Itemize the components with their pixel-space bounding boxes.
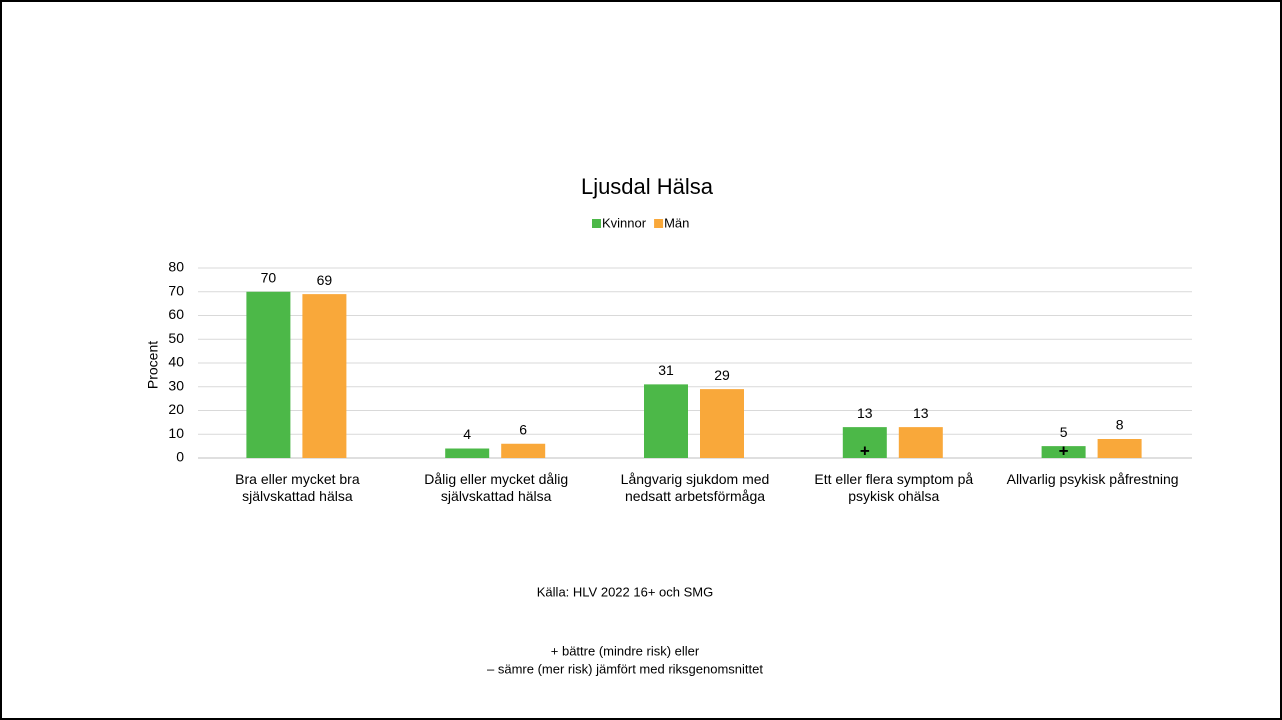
legend-swatch bbox=[654, 219, 664, 228]
data-label: 13 bbox=[857, 405, 873, 421]
source: Källa: HLV 2022 16+ och SMG bbox=[537, 584, 713, 599]
y-tick-label: 70 bbox=[168, 282, 184, 298]
legend-label: Kvinnor bbox=[602, 215, 647, 230]
chart-title: Ljusdal Hälsa bbox=[581, 174, 714, 199]
data-label: 5 bbox=[1060, 424, 1068, 440]
legend-swatch bbox=[592, 219, 601, 228]
note: + bättre (mindre risk) eller bbox=[551, 643, 700, 658]
bar bbox=[1041, 446, 1086, 458]
x-tick-label: Långvarig sjukdom med nedsatt arbetsförm… bbox=[620, 471, 770, 504]
bar bbox=[246, 291, 291, 458]
y-tick-label: 50 bbox=[168, 330, 184, 346]
x-tick-label: Ett eller flera symptom på psykisk ohäls… bbox=[814, 471, 974, 504]
bar bbox=[842, 427, 887, 458]
y-tick-label: 60 bbox=[168, 306, 184, 322]
data-label: 69 bbox=[317, 272, 333, 288]
bar bbox=[644, 384, 688, 458]
data-label: 70 bbox=[261, 269, 277, 285]
data-label: 13 bbox=[913, 405, 929, 421]
bar bbox=[898, 427, 943, 458]
bar bbox=[501, 443, 546, 458]
bar bbox=[1097, 439, 1142, 458]
data-label: 29 bbox=[714, 367, 730, 383]
significance-marker: + bbox=[1059, 441, 1069, 460]
y-tick-label: 10 bbox=[168, 425, 184, 441]
y-tick-label: 80 bbox=[168, 259, 184, 275]
bar bbox=[302, 294, 347, 458]
y-tick-label: 40 bbox=[168, 354, 184, 370]
x-tick-label: Bra eller mycket bra självskattad hälsa bbox=[235, 471, 360, 504]
data-label: 31 bbox=[658, 362, 674, 378]
x-tick-label: Dålig eller mycket dålig självskattad hä… bbox=[424, 471, 569, 504]
data-label: 6 bbox=[519, 421, 527, 437]
note: – sämre (mer risk) jämfört med riksgenom… bbox=[487, 661, 763, 676]
x-tick-label: Allvarlig psykisk påfrestning bbox=[1006, 471, 1179, 487]
y-axis-label: Procent bbox=[145, 341, 161, 389]
data-label: 8 bbox=[1116, 417, 1124, 433]
significance-marker: + bbox=[860, 441, 870, 460]
y-tick-label: 20 bbox=[168, 401, 184, 417]
data-label: 4 bbox=[463, 426, 471, 442]
bar bbox=[445, 448, 490, 458]
y-tick-label: 0 bbox=[176, 449, 184, 465]
bar bbox=[700, 389, 744, 458]
y-tick-label: 30 bbox=[168, 377, 184, 393]
legend-label: Män bbox=[664, 215, 689, 230]
